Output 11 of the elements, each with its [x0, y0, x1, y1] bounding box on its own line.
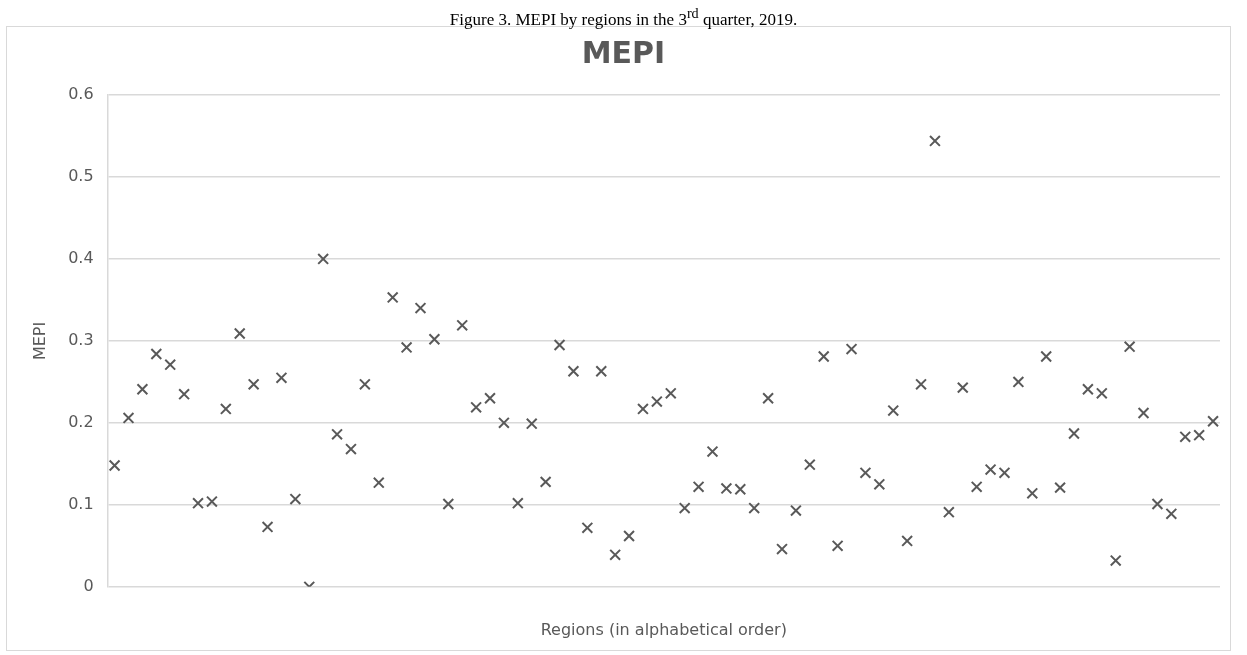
- y-tick-label: 0: [83, 575, 94, 595]
- y-tick-label: 0.3: [68, 330, 94, 350]
- y-tick-label: 0.1: [68, 493, 94, 513]
- y-tick-label: 0.4: [68, 248, 94, 268]
- chart-title: MEPI: [581, 34, 666, 70]
- y-tick-label: 0.6: [68, 84, 94, 104]
- x-axis-title: Regions (in alphabetical order): [540, 619, 787, 639]
- y-axis-title: MEPI: [29, 321, 49, 361]
- y-tick-label: 0.2: [68, 412, 94, 432]
- y-tick-label: 0.5: [68, 166, 94, 186]
- caption: Figure 3. MEPI by regions in the 3$^{rd}$ quarter, 2019.: [448, 4, 799, 31]
